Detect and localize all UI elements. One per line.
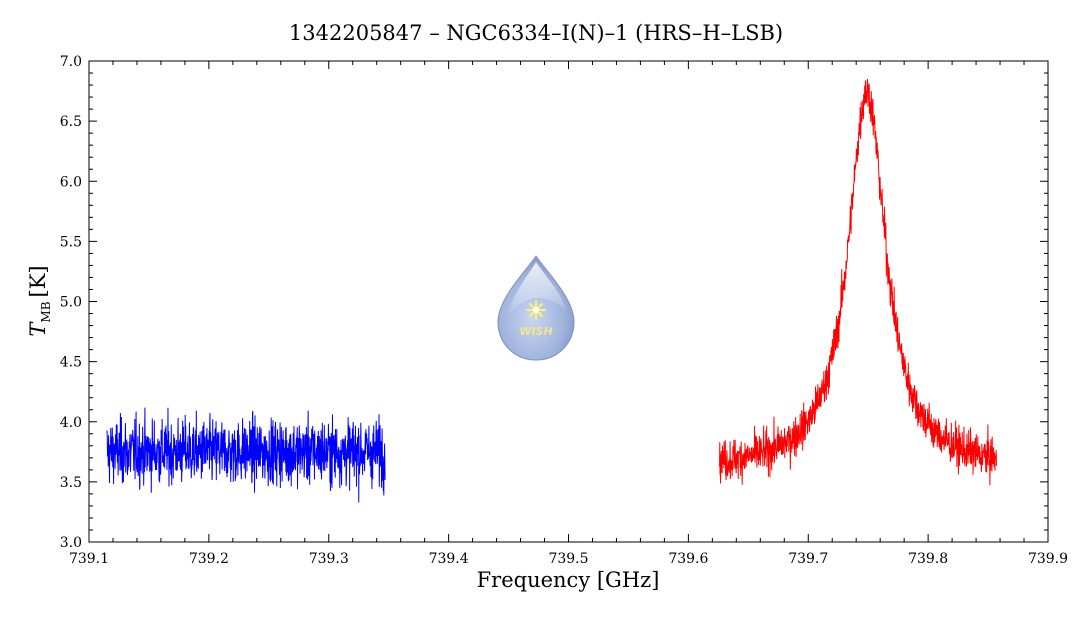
x-tick-label: 739.9 [1028, 551, 1068, 567]
x-tick-label: 739.1 [69, 551, 109, 567]
y-axis-label-sub: MB [39, 301, 53, 322]
y-tick-label: 7.0 [60, 54, 82, 70]
wish-logo: WISH [497, 255, 575, 361]
x-tick-label: 739.8 [908, 551, 948, 567]
x-tick-label: 739.3 [309, 551, 349, 567]
x-tick-label: 739.2 [189, 551, 229, 567]
y-axis-label-unit: [K] [26, 265, 50, 297]
y-tick-label: 5.5 [60, 234, 82, 250]
y-tick-label: 6.5 [60, 114, 82, 130]
drop-highlight [507, 262, 566, 318]
y-tick-label: 4.5 [60, 355, 82, 371]
x-tick-label: 739.5 [548, 551, 588, 567]
wish-logo-text: WISH [519, 325, 552, 338]
x-tick-label: 739.7 [788, 551, 828, 567]
x-axis-ticks: 739.1 739.2 739.3 739.4 739.5 739.6 739.7 739.8… [69, 61, 1068, 567]
spectrum-series-2 [719, 78, 997, 486]
x-tick-label: 739.4 [429, 551, 469, 567]
chart-title: 1342205847 – NGC6334–I(N)–1 (HRS–H–LSB) [289, 21, 783, 45]
y-tick-label: 3.5 [60, 475, 82, 491]
x-axis-label: Frequency [GHz] [477, 568, 660, 592]
spectrum-series-1 [106, 407, 386, 503]
y-tick-label: 5.0 [60, 295, 82, 311]
y-axis-label: TMB [K] [26, 265, 53, 336]
y-tick-label: 6.0 [60, 174, 82, 190]
svg-text:TMB[K]: TMB [K] [26, 265, 53, 336]
y-axis-ticks: 3.0 3.5 4.0 4.5 5.0 5.5 6.0 6.5 7.0 [60, 54, 1048, 551]
y-tick-label: 4.0 [60, 415, 82, 431]
y-tick-label: 3.0 [60, 535, 82, 551]
x-tick-label: 739.6 [668, 551, 708, 567]
series-layer [106, 78, 997, 503]
y-axis-label-main: T [26, 321, 50, 337]
